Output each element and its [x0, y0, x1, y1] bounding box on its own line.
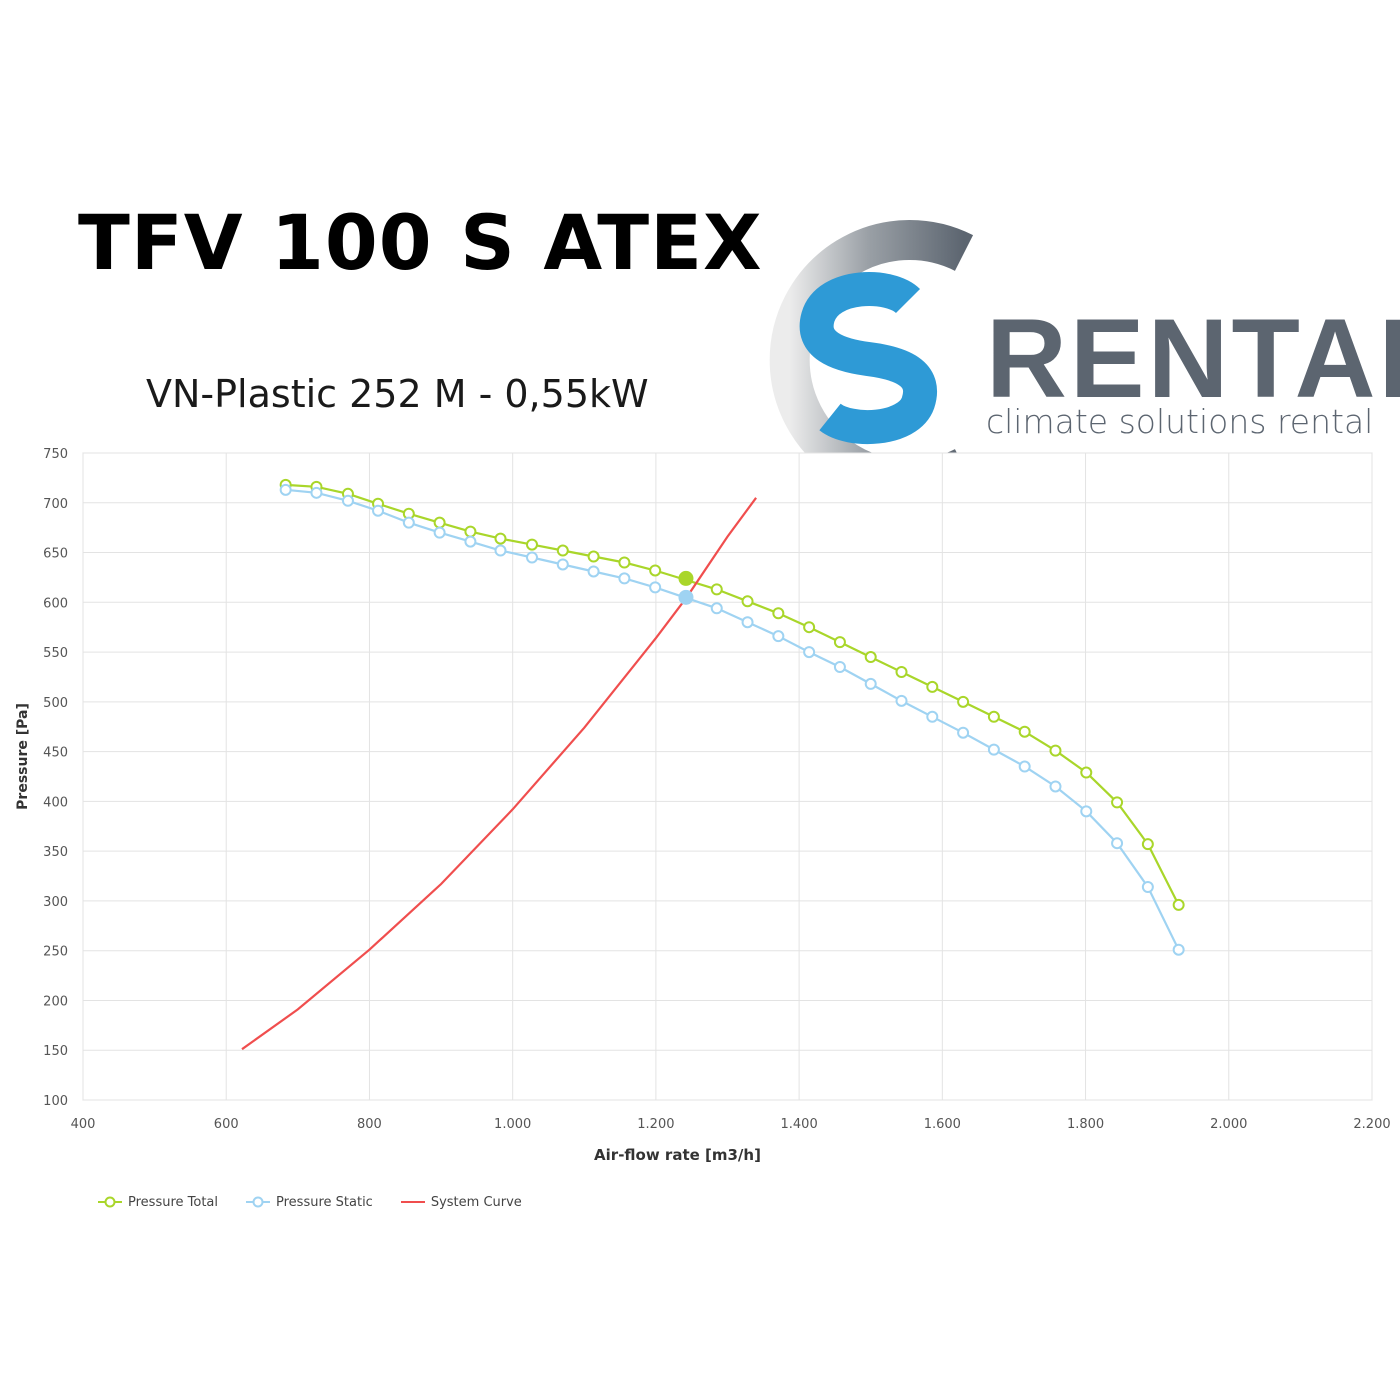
- logo-tagline: climate solutions rental: [986, 402, 1374, 441]
- pressure-static-point: [803, 646, 816, 659]
- page-title: TFV 100 S ATEX: [78, 198, 763, 287]
- pressure-static-point: [402, 516, 415, 529]
- pressure-static-point: [279, 483, 292, 496]
- y-tick-label: 150: [43, 1044, 68, 1059]
- y-tick-label: 400: [43, 795, 68, 810]
- pressure-static-point: [556, 558, 569, 571]
- y-tick-label: 100: [43, 1094, 68, 1109]
- pressure-total-point: [1080, 766, 1093, 779]
- pressure-static-point: [494, 544, 507, 557]
- y-axis-title: Pressure [Pa]: [15, 703, 31, 810]
- pressure-static-point: [1111, 837, 1124, 850]
- pressure-static-point: [1018, 760, 1031, 773]
- fan-model-subtitle: VN-Plastic 252 M - 0,55kW: [146, 372, 649, 416]
- pressure-static-point: [649, 581, 662, 594]
- pressure-static-point: [618, 572, 631, 585]
- pressure-total-point: [1172, 898, 1185, 911]
- system-curve-line: [241, 497, 757, 1051]
- y-tick-label: 350: [43, 845, 68, 860]
- y-tick-label: 200: [43, 994, 68, 1009]
- system-curve-legend-swatch-icon: [400, 1201, 425, 1203]
- legend-label: Pressure Static: [276, 1194, 373, 1210]
- pressure-static-point: [341, 494, 354, 507]
- pressure-static-point: [957, 726, 970, 739]
- pressure-static-point: [833, 661, 846, 674]
- x-tick-label: 600: [214, 1117, 239, 1132]
- pressure-total-point: [772, 607, 785, 620]
- pressure-static-point: [1080, 805, 1093, 818]
- y-tick-label: 650: [43, 547, 68, 562]
- legend-label: System Curve: [430, 1194, 522, 1210]
- x-tick-label: 400: [71, 1117, 96, 1132]
- pressure-total-point: [494, 532, 507, 545]
- pressure-static-point: [741, 616, 754, 629]
- pressure-static-point: [464, 535, 477, 548]
- pressure-total-operating-point: [678, 570, 694, 586]
- pressure-total-point: [649, 564, 662, 577]
- legend-item-pressure-static[interactable]: Pressure Static: [244, 1195, 373, 1210]
- x-tick-label: 800: [357, 1117, 382, 1132]
- y-tick-label: 550: [43, 646, 68, 661]
- legend-label: Pressure Total: [128, 1194, 219, 1210]
- y-tick-label: 600: [43, 596, 68, 611]
- legend-item-pressure-total[interactable]: Pressure Total: [96, 1195, 218, 1210]
- x-tick-label: 1.400: [781, 1117, 818, 1132]
- x-tick-label: 2.000: [1210, 1117, 1247, 1132]
- pressure-total-point: [741, 595, 754, 608]
- pressure-static-point: [987, 743, 1000, 756]
- x-tick-label: 1.200: [637, 1117, 674, 1132]
- pressure-static-point: [1172, 943, 1185, 956]
- pressure-static-point: [710, 602, 723, 615]
- y-tick-label: 300: [43, 895, 68, 910]
- pressure-total-point: [1018, 725, 1031, 738]
- pressure-total-point: [618, 556, 631, 569]
- pressure-static-point: [587, 565, 600, 578]
- pressure-total-point: [526, 538, 539, 551]
- pressure-static-legend-swatch-icon: [246, 1196, 271, 1208]
- pressure-static-point: [526, 551, 539, 564]
- pressure-total-legend-swatch-icon: [98, 1196, 122, 1208]
- legend-item-system-curve[interactable]: System Curve: [399, 1195, 522, 1210]
- pressure-total-point: [587, 550, 600, 563]
- logo-wordmark: RENTAL: [986, 296, 1400, 421]
- pressure-static-point: [310, 486, 323, 499]
- pressure-static-point: [433, 526, 446, 539]
- y-tick-label: 250: [43, 945, 68, 960]
- x-tick-label: 1.800: [1067, 1117, 1104, 1132]
- pressure-static-point: [1049, 780, 1062, 793]
- x-tick-label: 2.200: [1353, 1117, 1390, 1132]
- pressure-total-point: [864, 651, 877, 664]
- pressure-static-operating-point: [678, 589, 694, 605]
- pressure-static-point: [864, 677, 877, 690]
- y-tick-label: 450: [43, 746, 68, 761]
- y-tick-label: 750: [43, 447, 68, 462]
- x-axis-title: Air-flow rate [m3/h]: [594, 1146, 761, 1164]
- pressure-total-point: [1049, 744, 1062, 757]
- pressure-total-point: [833, 636, 846, 649]
- pressure-total-point: [957, 695, 970, 708]
- pressure-total-point: [433, 516, 446, 529]
- pressure-total-point: [710, 583, 723, 596]
- y-tick-label: 500: [43, 696, 68, 711]
- pressure-static-point: [772, 630, 785, 643]
- pressure-static-point: [372, 504, 385, 517]
- pressure-total-point: [987, 710, 1000, 723]
- pressure-static-point: [1141, 880, 1154, 893]
- pressure-total-point: [1141, 838, 1154, 851]
- pressure-total-point: [803, 621, 816, 634]
- pressure-static-point: [895, 694, 908, 707]
- pressure-chart: 400 600 800 1.000 1.200 1.400 1.600 1.800 2.000 2…: [15, 447, 1391, 1164]
- pressure-static-point: [926, 710, 939, 723]
- pressure-total-point: [1111, 796, 1124, 809]
- plot-area: [82, 452, 1373, 1101]
- pressure-total-point: [926, 680, 939, 693]
- pressure-total-point: [895, 665, 908, 678]
- y-tick-label: 700: [43, 497, 68, 512]
- pressure-total-point: [556, 544, 569, 557]
- x-tick-label: 1.000: [494, 1117, 531, 1132]
- pressure-total-point: [464, 525, 477, 538]
- chart-legend: Pressure Total Pressure Static System Curv…: [96, 1190, 522, 1214]
- x-tick-label: 1.600: [924, 1117, 961, 1132]
